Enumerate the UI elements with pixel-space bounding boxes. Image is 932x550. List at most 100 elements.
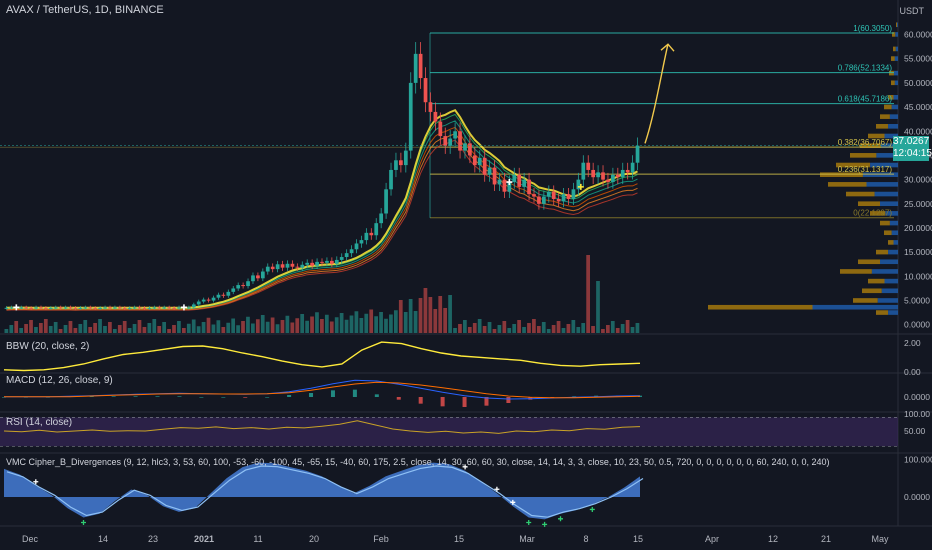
volume-bar — [522, 327, 526, 333]
macd-histogram-bar — [156, 396, 160, 397]
volume-bar — [271, 318, 275, 334]
candle-body — [44, 308, 48, 309]
volume-bar — [576, 327, 580, 333]
candle-body — [261, 272, 265, 279]
volume-bar — [192, 320, 196, 334]
candle-body — [424, 78, 428, 102]
volume-bar — [621, 324, 625, 333]
y-tick-vmc: 100.0000 — [904, 455, 932, 465]
volume-profile-bar — [884, 105, 892, 110]
y-tick-main: 40.0000 — [904, 126, 932, 136]
volume-bar — [468, 327, 472, 333]
volume-bar — [532, 319, 536, 333]
candle-body — [488, 168, 492, 175]
x-tick-label: 11 — [253, 534, 262, 544]
candle-body — [591, 170, 595, 177]
volume-bar — [44, 319, 48, 333]
volume-bar — [443, 308, 447, 333]
volume-bar — [241, 321, 245, 333]
candle-body — [345, 253, 349, 257]
volume-bar — [261, 315, 265, 333]
candle-body — [10, 307, 14, 308]
volume-profile-bar — [878, 298, 898, 303]
volume-profile-bar — [891, 56, 895, 61]
volume-bar — [295, 318, 299, 333]
candle-body — [49, 308, 53, 309]
volume-bar — [172, 325, 176, 333]
candle-body — [108, 307, 112, 308]
volume-bar — [118, 325, 122, 333]
volume-bar — [256, 319, 260, 333]
y-tick-main: 25.0000 — [904, 199, 932, 209]
candle-body — [478, 158, 482, 165]
volume-bar — [562, 328, 566, 333]
macd-histogram-bar — [331, 390, 335, 397]
candle-body — [512, 175, 516, 182]
candle-body — [325, 261, 329, 263]
candle-body — [153, 307, 157, 308]
macd-histogram-bar — [506, 397, 510, 403]
volume-profile-bar — [888, 240, 894, 245]
volume-profile-bar — [897, 22, 898, 27]
candle-body — [74, 308, 78, 309]
y-tick-macd: 0.0000 — [904, 392, 930, 402]
volume-bar — [345, 320, 349, 333]
volume-bar — [591, 326, 595, 333]
y-tick-main: 50.0000 — [904, 78, 932, 88]
candle-body — [379, 213, 383, 223]
candle-body — [118, 307, 122, 308]
rsi-label[interactable]: RSI (14, close) — [6, 417, 72, 428]
volume-profile-bar — [888, 124, 898, 129]
candle-body — [389, 170, 393, 189]
candle-body — [295, 267, 299, 268]
volume-bar — [310, 317, 314, 334]
volume-bar — [78, 324, 82, 333]
macd-label[interactable]: MACD (12, 26, close, 9) — [6, 375, 113, 386]
candle-body — [29, 308, 33, 309]
candle-body — [409, 83, 413, 151]
volume-profile-bar — [867, 182, 899, 187]
candle-body — [286, 264, 290, 268]
candle-body — [300, 265, 304, 268]
volume-bar — [547, 329, 551, 333]
vmc-label[interactable]: VMC Cipher_B_Divergences (9, 12, hlc3, 3… — [6, 457, 830, 467]
candle-body — [503, 180, 507, 192]
bbw-line — [4, 342, 640, 370]
symbol-header[interactable]: AVAX / TetherUS, 1D, BINANCE — [6, 4, 164, 16]
candle-body — [217, 295, 221, 298]
x-tick-label: Mar — [519, 534, 535, 544]
ma-ribbon-line — [7, 140, 638, 310]
candle-body — [310, 263, 314, 266]
macd-histogram-bar — [463, 397, 467, 407]
candle-body — [596, 172, 600, 177]
candle-body — [315, 262, 319, 266]
volume-bar — [231, 319, 235, 334]
volume-bar — [483, 326, 487, 333]
volume-profile-bar — [892, 230, 898, 235]
y-tick-main: 60.0000 — [904, 30, 932, 40]
candle-body — [5, 308, 9, 309]
macd-histogram-bar — [265, 397, 269, 398]
volume-bar — [325, 315, 329, 333]
candle-body — [404, 151, 408, 166]
volume-profile-bar — [894, 71, 898, 76]
volume-bar — [315, 312, 319, 333]
volume-bar — [517, 320, 521, 333]
volume-bar — [123, 321, 127, 333]
bbw-label[interactable]: BBW (20, close, 2) — [6, 341, 89, 352]
candle-body — [162, 307, 166, 308]
x-tick-label: 20 — [309, 534, 319, 544]
candle-body — [98, 308, 102, 309]
volume-bar — [542, 322, 546, 333]
candle-body — [281, 264, 285, 267]
volume-bar — [581, 323, 585, 333]
volume-bar — [606, 325, 610, 333]
volume-bar — [177, 321, 181, 333]
candle-body — [616, 175, 620, 177]
volume-bar — [217, 320, 221, 333]
volume-bar — [399, 300, 403, 333]
candle-body — [517, 175, 521, 187]
vmc-cross-marker — [558, 516, 563, 521]
volume-bar — [374, 316, 378, 333]
